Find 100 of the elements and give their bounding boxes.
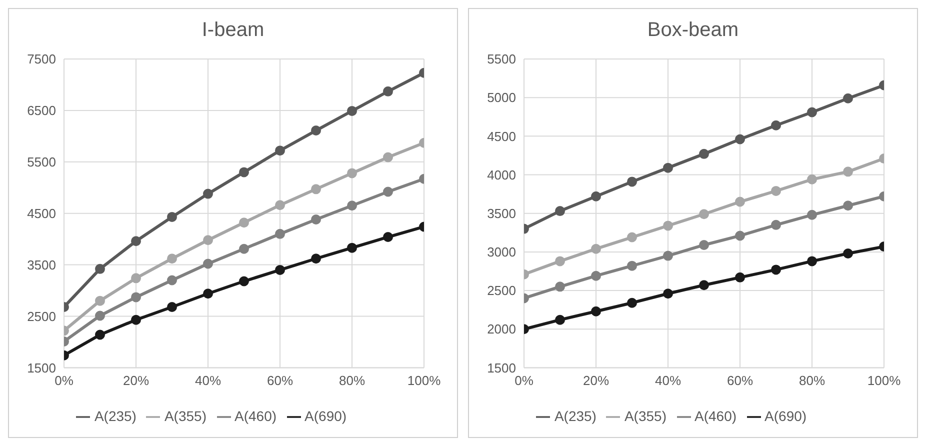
point	[167, 302, 177, 312]
y-tick-label: 5000	[487, 90, 516, 106]
x-tick-label: 40%	[654, 372, 682, 388]
y-tick-label: 4500	[27, 206, 56, 221]
point	[627, 232, 637, 242]
y-tick-label: 7500	[27, 52, 56, 67]
y-tick-label: 2500	[27, 308, 56, 324]
point	[771, 120, 781, 130]
point	[555, 206, 565, 216]
point	[735, 230, 745, 241]
point	[95, 296, 105, 306]
y-tick-label: 3500	[487, 206, 516, 221]
point	[347, 168, 357, 178]
x-tick-label: 80%	[798, 372, 826, 388]
point	[275, 228, 285, 239]
point	[771, 220, 781, 230]
point	[311, 214, 321, 225]
point	[699, 280, 709, 290]
point	[555, 282, 565, 292]
point	[311, 126, 321, 136]
point	[735, 134, 745, 144]
point	[735, 272, 745, 282]
point	[347, 242, 357, 253]
point	[95, 310, 105, 321]
point	[735, 196, 745, 207]
point	[95, 330, 105, 340]
point	[203, 188, 213, 199]
point	[591, 244, 601, 254]
y-tick-label: 1500	[27, 360, 56, 376]
point	[383, 232, 393, 242]
x-tick-label: 80%	[338, 372, 366, 388]
point	[203, 258, 213, 269]
point	[555, 314, 565, 325]
y-tick-label: 4000	[487, 167, 516, 182]
x-tick-label: 60%	[266, 372, 294, 388]
chart-title: Box-beam	[646, 19, 740, 43]
point	[627, 176, 637, 187]
point	[807, 174, 817, 184]
x-tick-label: 40%	[194, 372, 222, 388]
y-tick-label: 2000	[487, 322, 516, 337]
point	[131, 236, 141, 246]
point	[275, 200, 285, 210]
legend-label: A(235)	[94, 408, 136, 424]
point	[807, 210, 817, 220]
point	[843, 166, 853, 177]
point	[663, 162, 673, 173]
point	[383, 86, 393, 96]
point	[275, 146, 285, 156]
y-tick-label: 5500	[27, 154, 56, 170]
point	[347, 106, 357, 116]
point	[311, 184, 321, 194]
y-tick-label: 2500	[487, 283, 516, 298]
legend-label: A(690)	[304, 408, 347, 424]
point	[663, 250, 673, 261]
x-tick-label: 20%	[122, 372, 150, 388]
point	[699, 209, 709, 220]
point	[347, 200, 357, 211]
legend-label: A(460)	[694, 408, 737, 424]
point	[807, 256, 817, 266]
x-tick-label: 0%	[54, 372, 74, 388]
point	[311, 254, 321, 264]
legend-label: A(460)	[234, 408, 277, 424]
point	[383, 152, 393, 162]
point	[203, 288, 213, 299]
x-tick-label: 20%	[582, 372, 610, 388]
point	[239, 276, 249, 286]
point	[383, 186, 393, 197]
point	[771, 264, 781, 275]
point	[663, 288, 673, 299]
point	[167, 254, 177, 264]
point	[699, 148, 709, 159]
point	[131, 314, 141, 325]
legend-label: A(690)	[764, 408, 807, 424]
x-tick-label: 100%	[867, 372, 902, 388]
point	[555, 256, 565, 266]
point	[131, 273, 141, 284]
point	[843, 93, 853, 104]
legend-label: A(355)	[164, 408, 206, 424]
point	[95, 264, 105, 274]
y-tick-label: 5500	[487, 52, 516, 67]
point	[663, 220, 673, 231]
legend-label: A(235)	[554, 408, 596, 424]
point	[203, 235, 213, 246]
x-tick-label: 60%	[726, 372, 754, 388]
point	[591, 306, 601, 316]
point	[591, 270, 601, 281]
point	[239, 167, 249, 178]
point	[239, 244, 249, 254]
point	[167, 275, 177, 286]
point	[131, 292, 141, 302]
point	[843, 248, 853, 258]
legend-label: A(355)	[624, 408, 666, 424]
point	[807, 107, 817, 118]
point	[843, 200, 853, 211]
y-tick-label: 6500	[27, 103, 56, 118]
point	[591, 191, 601, 202]
x-tick-label: 100%	[407, 372, 442, 388]
point	[699, 240, 709, 250]
point	[275, 264, 285, 275]
y-tick-label: 1500	[487, 360, 516, 376]
